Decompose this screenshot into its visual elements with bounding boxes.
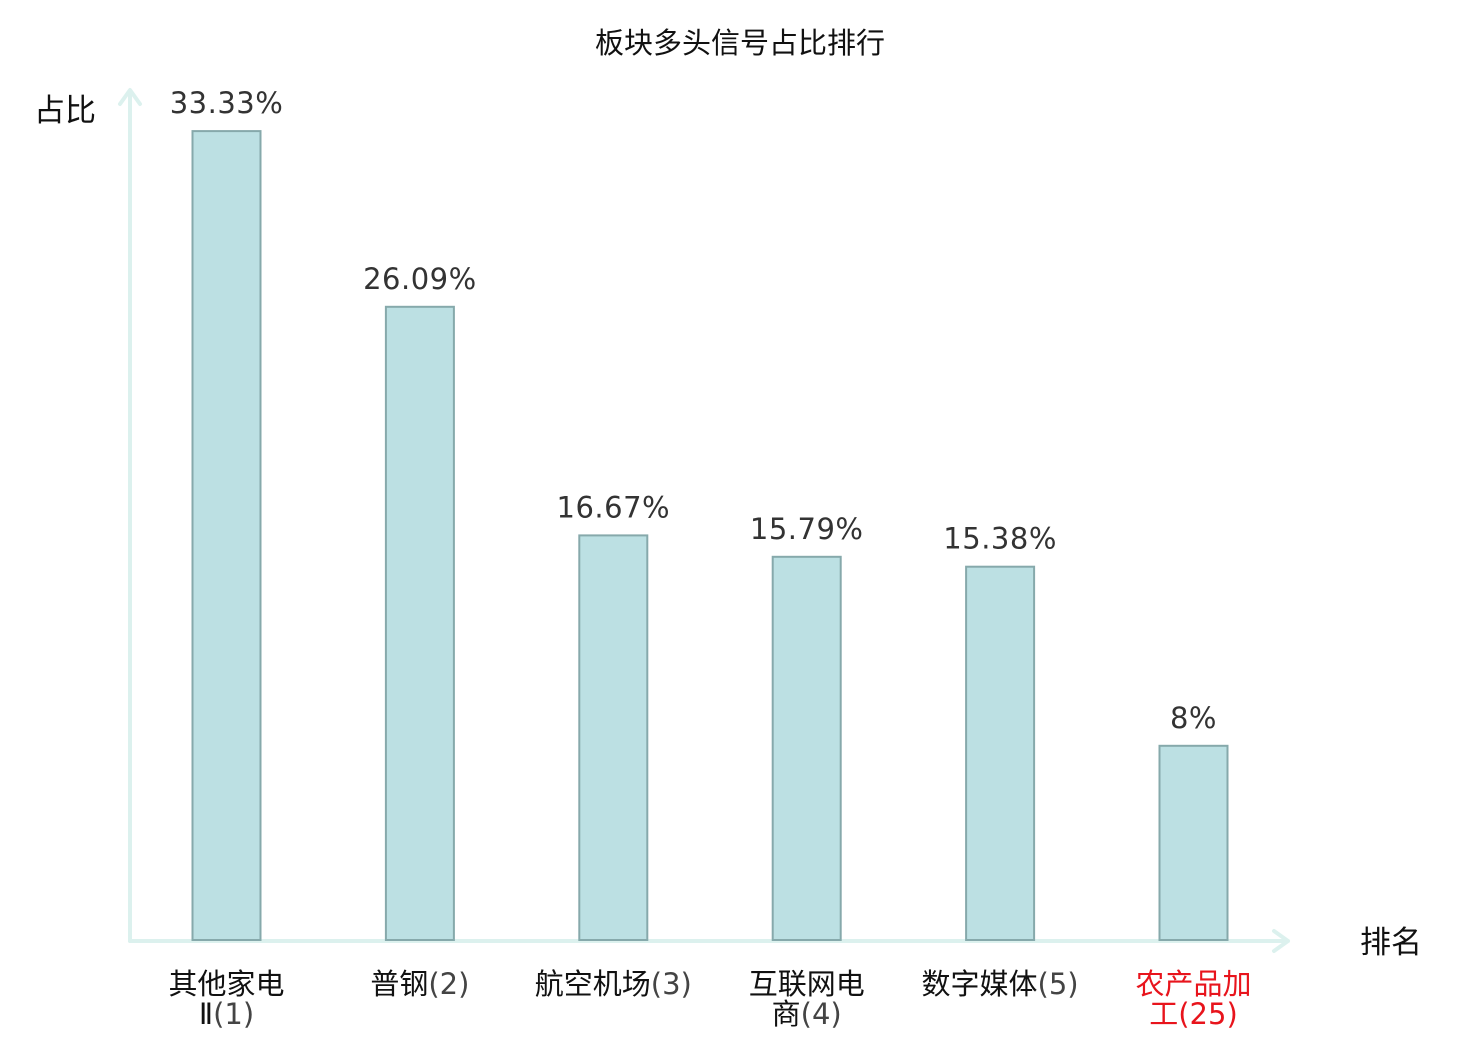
svg-text:航空机场(3): 航空机场(3): [535, 967, 692, 1001]
svg-text:其他家电: 其他家电: [168, 967, 284, 1001]
svg-text:普钢(2): 普钢(2): [370, 967, 469, 1001]
x-axis-line: [128, 929, 1290, 953]
bar: [965, 565, 1036, 941]
svg-text:数字媒体(5): 数字媒体(5): [922, 967, 1079, 1001]
bar-value-label: 15.38%: [943, 522, 1057, 556]
bar: [771, 555, 842, 941]
svg-text:互联网电: 互联网电: [749, 967, 865, 1001]
x-tick-label: 航空机场(3): [535, 967, 692, 1001]
svg-text:商(4): 商(4): [772, 997, 842, 1031]
y-axis-line: [118, 88, 142, 943]
bar: [384, 305, 455, 941]
x-tick-label: 普钢(2): [370, 967, 469, 1001]
value-labels-group: 33.33% 26.09% 16.67% 15.79% 15.38% 8%: [170, 86, 1217, 735]
bars-group: [191, 130, 1229, 942]
svg-text:工(25): 工(25): [1149, 997, 1238, 1031]
y-axis-label: 占比: [34, 93, 96, 129]
bar-value-label: 26.09%: [363, 262, 477, 296]
bar: [1158, 744, 1229, 941]
bar: [578, 534, 649, 942]
x-axis-label: 排名: [1360, 925, 1422, 961]
chart-title: 板块多头信号占比排行: [595, 26, 885, 60]
svg-text:农产品加: 农产品加: [1135, 967, 1251, 1001]
bar-value-label: 15.79%: [750, 512, 864, 546]
bar: [191, 130, 262, 942]
svg-text:Ⅱ(1): Ⅱ(1): [199, 997, 254, 1031]
bar-value-label: 8%: [1170, 701, 1217, 735]
bar-value-label: 33.33%: [170, 86, 284, 120]
x-tick-label: 数字媒体(5): [922, 967, 1079, 1001]
bar-value-label: 16.67%: [557, 490, 671, 524]
